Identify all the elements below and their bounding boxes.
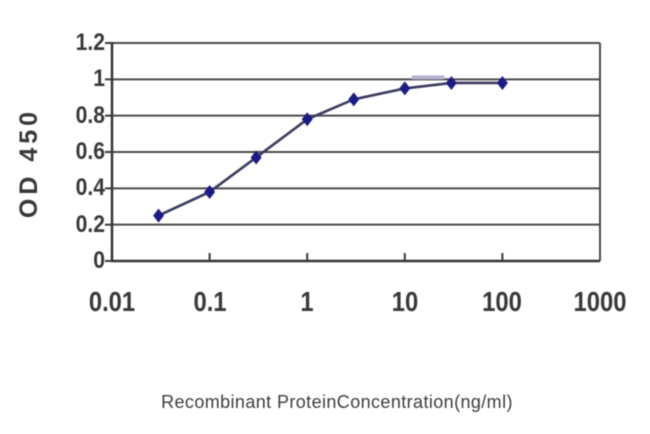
x-tick-label: 10 [391,286,419,317]
series-marker [250,150,262,165]
x-tick-label: 0.01 [88,286,136,317]
y-tick-label: 0.4 [75,174,105,202]
y-tick-label: 1.2 [75,29,105,56]
series-marker [445,75,457,90]
x-tick-label: 100 [482,286,523,317]
series-marker [301,112,313,127]
series-marker [399,81,411,96]
series-line [158,81,503,217]
series-marker [496,75,508,90]
series-marker [348,92,360,107]
x-tick-label: 1 [300,286,314,317]
y-tick-label: 1 [93,65,105,93]
y-tick-label: 0.6 [75,138,105,165]
y-tick-label: 0.2 [75,210,105,238]
x-axis-title: Recombinant ProteinConcentration(ng/ml) [161,392,513,412]
series-marker [204,184,216,199]
y-axis-title: OD 450 [15,107,43,219]
y-tick-label: 0.8 [75,101,105,129]
series-marker [153,208,165,223]
y-tick-label: 0 [93,247,105,274]
x-tick-label: 1000 [573,286,627,317]
x-tick-label: 0.1 [193,286,227,317]
